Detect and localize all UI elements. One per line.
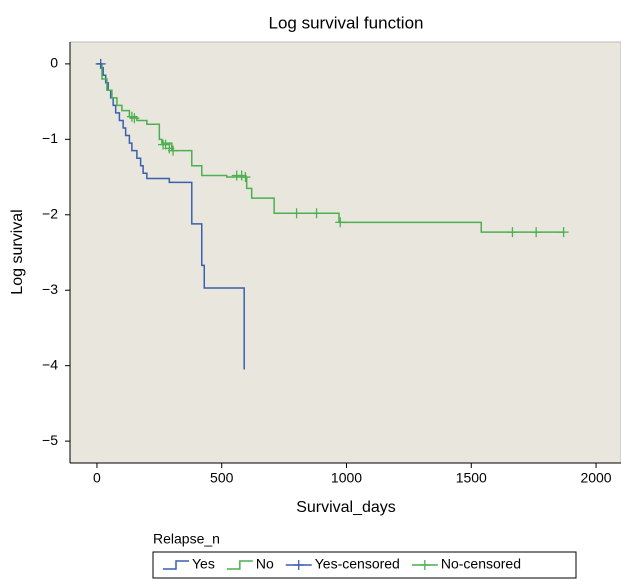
y-tick-label: −5 [42,432,58,448]
legend-swatch [226,560,253,570]
legend-title: Relapse_n [153,531,220,547]
legend-marker [293,560,304,570]
censor-mark [507,227,518,238]
survival-line [96,63,564,233]
censor-mark [291,208,302,219]
censor-mark [168,145,179,156]
censor-mark [129,113,140,124]
x-tick-label: 500 [210,470,234,486]
legend-box [152,551,577,579]
x-tick-label: 1500 [456,470,487,486]
y-tick-label: −1 [42,130,58,146]
y-tick-label: −2 [42,205,58,221]
x-tick-label: 0 [93,470,101,486]
censor-mark [531,227,542,238]
x-tick-label: 2000 [580,470,611,486]
legend-marker [419,560,430,570]
legend-label: No [256,556,274,572]
y-tick-label: −3 [42,281,58,297]
legend-swatch [163,560,189,570]
y-axis-label: Log survival [9,209,26,294]
y-tick-label: −4 [42,356,58,372]
censor-mark [240,172,251,183]
censor-mark [311,208,322,219]
legend-label: No-censored [441,556,521,572]
censor-mark [558,227,569,238]
legend-label: Yes-censored [315,556,400,572]
x-axis-label: Survival_days [296,499,396,516]
censor-mark [335,217,346,228]
legend-label: Yes [192,556,215,572]
survival-line [96,63,245,370]
y-tick-label: 0 [50,55,58,71]
censor-mark [126,111,137,122]
plot-area [69,41,621,464]
x-tick-label: 1000 [331,470,362,486]
chart-title: Log survival function [269,13,424,32]
censor-mark [95,58,106,69]
